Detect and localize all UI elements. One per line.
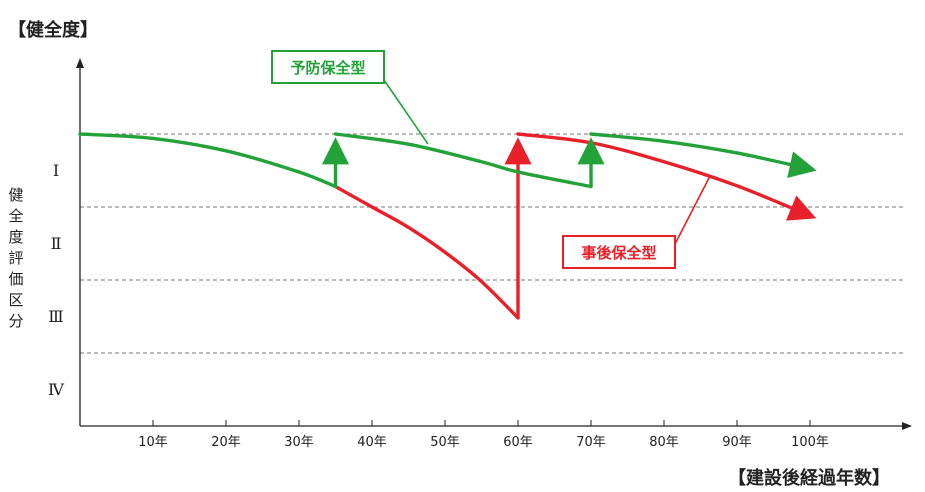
band-label: Ⅱ [51,234,62,253]
series-curve [589,132,817,178]
x-tick-label: 40年 [357,435,387,450]
x-tick-label: 80年 [649,435,679,450]
series-curve [516,132,817,221]
band-label: Ⅲ [48,307,63,326]
callout-reactive-label: 事後保全型 [581,244,656,262]
series-layer [78,132,817,320]
x-axis-arrowhead [902,422,912,430]
x-tick-label: 70年 [576,435,606,450]
x-tick-label: 10年 [138,435,168,450]
callout-preventive-leader [383,79,429,145]
y-axis-title-char: 価 [8,270,23,288]
band-labels: Ⅰ Ⅱ Ⅲ Ⅳ [48,161,65,399]
x-tick-label: 50年 [430,435,460,450]
x-tick-label: 30年 [284,435,314,450]
y-axis-title-char: 全 [8,207,23,225]
x-tick-label: 60年 [503,435,533,450]
x-ticks: 10年 20年 30年 40年 50年 60年 70年 80年 90年 100年 [138,420,829,450]
callout-preventive-label: 予防保全型 [290,59,365,77]
band-label: Ⅳ [48,380,65,399]
x-tick-label: 100年 [791,435,829,450]
chart-title: 【健全度】 [8,19,98,41]
grid-lines [80,133,905,354]
callout-reactive-leader [674,175,711,245]
callout-reactive-box [562,235,676,269]
x-tick-label: 90年 [722,435,752,450]
y-axis-title-char: 分 [8,312,23,330]
x-axis-title: 【建設後経過年数】 [728,467,890,489]
y-axis-title-char: 評 [8,249,23,267]
series-curve [333,132,593,189]
callout-preventive-box [271,50,385,84]
y-axis-title-char: 度 [8,228,23,246]
band-label: Ⅰ [53,161,59,180]
series-curve [78,132,338,189]
y-axis-title-char: 区 [8,291,23,309]
series-curve [333,184,520,320]
y-axis-arrowhead [76,58,84,68]
x-tick-label: 20年 [211,435,241,450]
y-axis-title-char: 健 [8,186,23,204]
